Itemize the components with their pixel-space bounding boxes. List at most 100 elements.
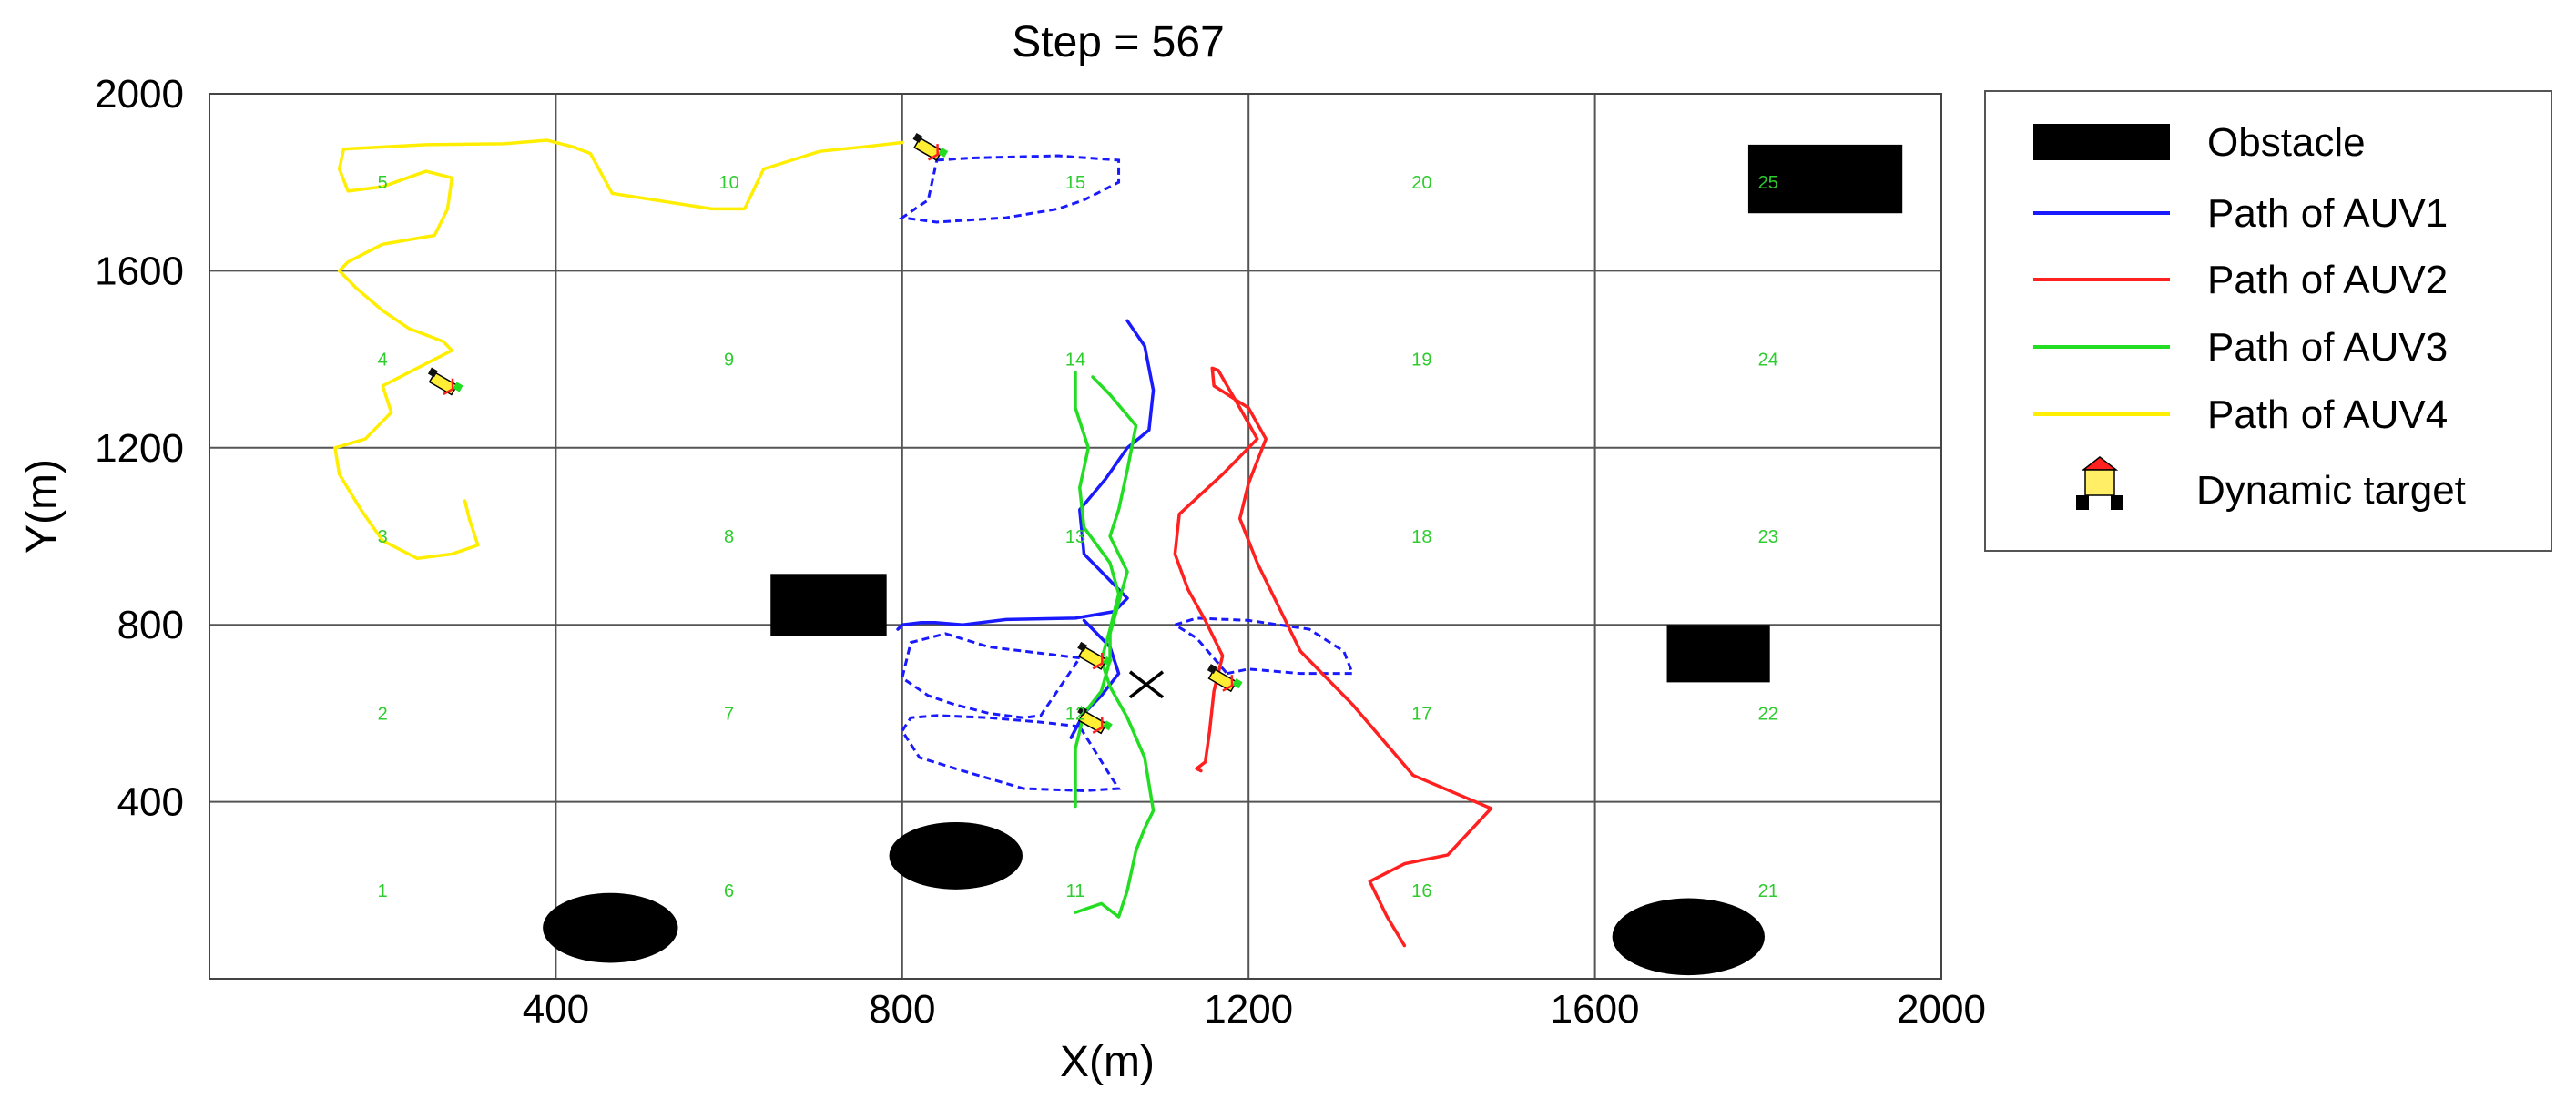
legend-target-foot [2076, 495, 2089, 510]
legend-item: Path of AUV4 [2033, 392, 2448, 437]
cell-number: 1 [378, 881, 388, 901]
cell-number: 16 [1411, 881, 1431, 901]
legend-label: Path of AUV3 [2207, 325, 2448, 370]
legend-item: Path of AUV3 [2033, 325, 2448, 370]
x-tick-label: 1200 [1204, 987, 1293, 1032]
cell-numbers-layer: 5 10 15 20 254 9 14 19 243 8 13 18 232 7 12 17 221 6 11 16 2… [378, 173, 1778, 901]
cell-number: 8 [724, 527, 734, 547]
axes-frame [209, 93, 1942, 980]
y-tick-label: 400 [117, 780, 184, 825]
obstacles-layer [543, 144, 1903, 976]
cell-number: 6 [724, 881, 734, 901]
legend-item: Path of AUV2 [2033, 258, 2448, 302]
auv-heading [1092, 652, 1104, 670]
chart-title: Step = 567 [1012, 18, 1225, 66]
sensor-fan [898, 154, 1121, 224]
cell-number: 13 [1065, 527, 1085, 547]
x-tick-label: 400 [523, 987, 589, 1032]
legend-label: Path of AUV4 [2207, 392, 2448, 437]
series-path [1074, 371, 1156, 919]
legend-label: Path of AUV2 [2207, 258, 2448, 302]
auv-marker [1077, 706, 1113, 735]
cell-number: 15 [1065, 173, 1085, 193]
cell-number: 4 [378, 351, 388, 371]
auv-heading [927, 144, 939, 161]
cell-number: 20 [1411, 173, 1431, 193]
target-cross [1128, 670, 1165, 699]
auv-body [428, 371, 458, 396]
legend-item: Dynamic target [2076, 456, 2466, 513]
cell-number: 22 [1758, 704, 1778, 724]
cell-number: 7 [724, 704, 734, 724]
sensor-fans-layer [898, 154, 1355, 792]
cell-number: 18 [1411, 527, 1431, 547]
auv-marker [1207, 664, 1243, 693]
obstacle-rect [770, 574, 887, 636]
cell-number: 11 [1066, 881, 1085, 901]
auv-sensor [453, 382, 463, 392]
y-tick-label: 2000 [95, 72, 184, 117]
cell-number: 12 [1065, 704, 1085, 724]
cell-number: 3 [378, 527, 388, 547]
auv-marker [1077, 641, 1113, 670]
auv-marker [912, 132, 949, 161]
x-tick-label: 800 [869, 987, 935, 1032]
legend-item: Path of AUV1 [2033, 191, 2448, 236]
legend-target-body [2084, 469, 2115, 496]
auv-fin [1207, 664, 1217, 675]
auv-heading [1222, 675, 1234, 692]
y-tick-label: 800 [117, 603, 184, 647]
x-axis-title: X(m) [1060, 1038, 1155, 1086]
obstacle-rect [1747, 144, 1903, 214]
cell-number: 19 [1411, 351, 1431, 371]
auv-markers-layer [427, 132, 1243, 735]
legend-item: Obstacle [2033, 120, 2366, 165]
auv-fin [427, 367, 438, 378]
series-path [1173, 366, 1493, 948]
auv-sensor [938, 147, 949, 158]
auv-heading [1092, 717, 1104, 734]
sensor-fan [901, 632, 1082, 719]
y-tick-label: 1600 [95, 249, 184, 293]
auv-fin [1077, 641, 1088, 652]
auv-fin [912, 132, 923, 143]
x-tick-label: 1600 [1551, 987, 1640, 1032]
cell-number: 24 [1758, 351, 1778, 371]
legend-label: Path of AUV1 [2207, 191, 2448, 236]
cell-number: 14 [1065, 351, 1085, 371]
auv-fin [1077, 706, 1088, 717]
y-axis-title: Y(m) [18, 459, 66, 554]
x-tick-label: 2000 [1897, 987, 1986, 1032]
cell-number: 2 [378, 704, 388, 724]
legend-items: Obstacle Path of AUV1 Path of AUV2 Path of … [2033, 120, 2466, 513]
legend-label: Obstacle [2207, 120, 2366, 165]
sensor-fan [901, 714, 1122, 792]
tick-labels-layer: 400 800 1200 1600 2000 400 800 1200 1600 2000 [95, 72, 1986, 1032]
auv-body [1077, 646, 1108, 670]
cell-number: 9 [724, 351, 734, 371]
y-tick-label: 1200 [95, 426, 184, 471]
cell-number: 10 [718, 173, 738, 193]
auv-heading [443, 378, 454, 396]
auv-marker [427, 367, 463, 396]
legend-frame [1984, 90, 2552, 552]
series-path [1074, 375, 1138, 809]
auv-sensor [1102, 656, 1113, 666]
cell-number: 23 [1758, 527, 1778, 547]
cell-number: 21 [1758, 881, 1778, 901]
auv-body [1207, 667, 1237, 693]
obstacle-ellipse [889, 821, 1023, 890]
paths-layer [333, 138, 1493, 948]
legend-label: Dynamic target [2196, 468, 2466, 513]
obstacle-ellipse [1612, 898, 1765, 976]
sensor-fan [1171, 616, 1355, 676]
obstacle-rect [1666, 625, 1770, 683]
auv-sensor [1232, 678, 1243, 689]
obstacle-ellipse [543, 892, 678, 963]
legend-swatch-obstacle [2033, 124, 2170, 160]
cell-number: 17 [1411, 704, 1431, 724]
cell-number: 25 [1758, 173, 1778, 193]
cell-number: 5 [378, 173, 388, 193]
auv-sensor [1102, 720, 1113, 731]
